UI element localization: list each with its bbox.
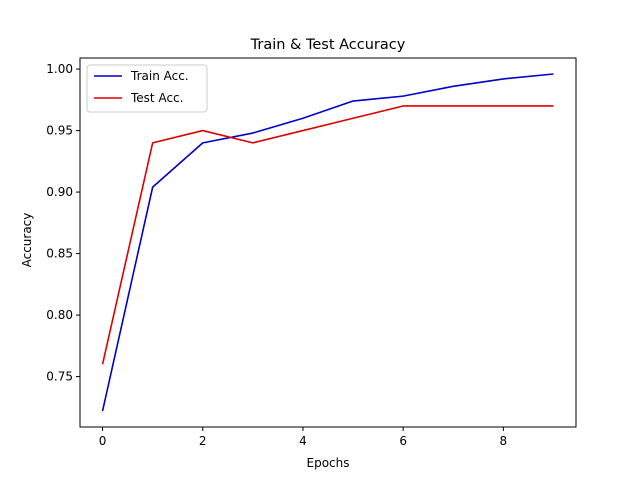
y-tick-label: 0.90 [46,185,73,199]
series-line-test [101,105,554,365]
axis-ticks: 0 2 4 6 8 0.75 0.80 0.85 0.90 0.95 1.00 [46,62,507,448]
x-tick-label: 6 [399,434,407,448]
legend-label-test: Test Acc. [130,91,183,105]
x-axis-label: Epochs [307,456,350,470]
y-tick-label: 1.00 [46,62,73,76]
x-tick-label: 4 [299,434,307,448]
y-tick-label: 0.95 [46,124,73,138]
y-tick-label: 0.85 [46,247,73,261]
x-tick-label: 0 [99,434,107,448]
chart-title: Train & Test Accuracy [250,37,406,53]
y-axis-label: Accuracy [20,213,34,268]
plot-frame [79,57,577,428]
series-line-train [101,73,554,412]
y-tick-label: 0.80 [46,308,73,322]
x-tick-label: 8 [500,434,508,448]
y-tick-label: 0.75 [46,370,73,384]
series-lines [101,73,554,412]
legend-label-train: Train Acc. [130,69,189,83]
legend: Train Acc. Test Acc. [86,64,208,113]
x-tick-label: 2 [199,434,207,448]
